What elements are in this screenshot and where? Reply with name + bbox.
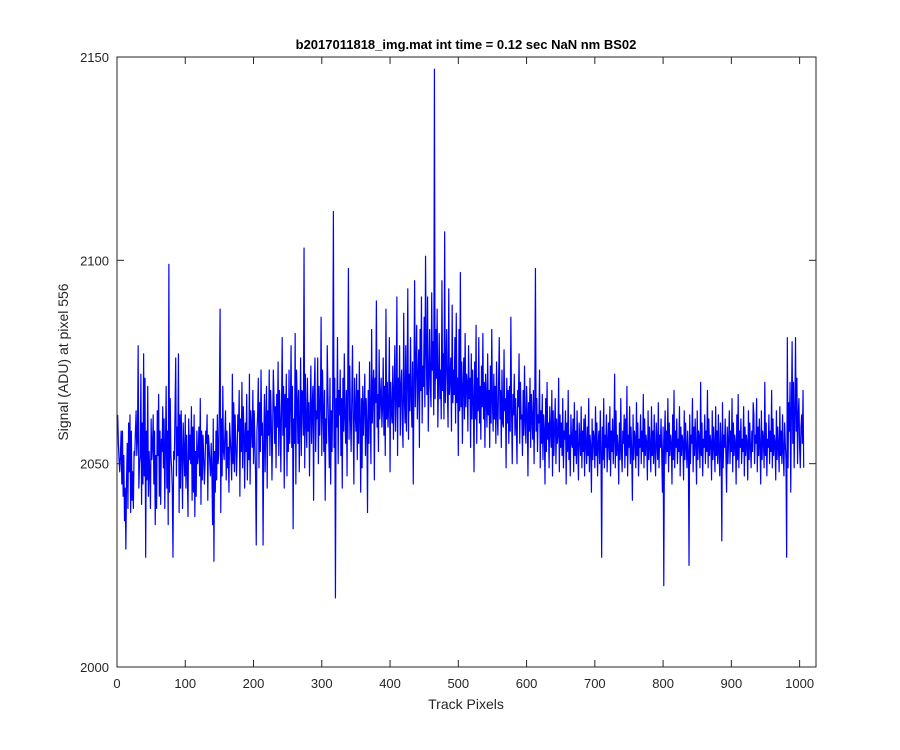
- series-layer: [117, 68, 805, 599]
- plot-area: [117, 57, 816, 667]
- x-tick-label: 1000: [785, 676, 814, 691]
- x-tick-label: 800: [652, 676, 674, 691]
- x-tick-label: 900: [721, 676, 743, 691]
- x-tick-label: 400: [379, 676, 401, 691]
- y-axis-label: Signal (ADU) at pixel 556: [55, 283, 71, 440]
- x-tick-label: 200: [243, 676, 265, 691]
- series-line-0: [117, 68, 805, 599]
- x-tick-label: 100: [174, 676, 196, 691]
- x-tick-label: 500: [447, 676, 469, 691]
- x-axis-label: Track Pixels: [428, 696, 504, 712]
- y-tick-label: 2150: [80, 50, 109, 65]
- x-tick-label: 0: [113, 676, 120, 691]
- chart-title: b2017011818_img.mat int time = 0.12 sec …: [296, 37, 637, 52]
- x-tick-label: 600: [516, 676, 538, 691]
- axes-box: [116, 56, 817, 668]
- y-tick-label: 2100: [80, 253, 109, 268]
- x-tick-label: 700: [584, 676, 606, 691]
- y-tick-label: 2000: [80, 660, 109, 675]
- x-tick-label: 300: [311, 676, 333, 691]
- y-tick-label: 2050: [80, 457, 109, 472]
- ticks-layer: 0 100 200 300 400 500 600 700 800 900 1000 2000 2050…: [80, 50, 816, 691]
